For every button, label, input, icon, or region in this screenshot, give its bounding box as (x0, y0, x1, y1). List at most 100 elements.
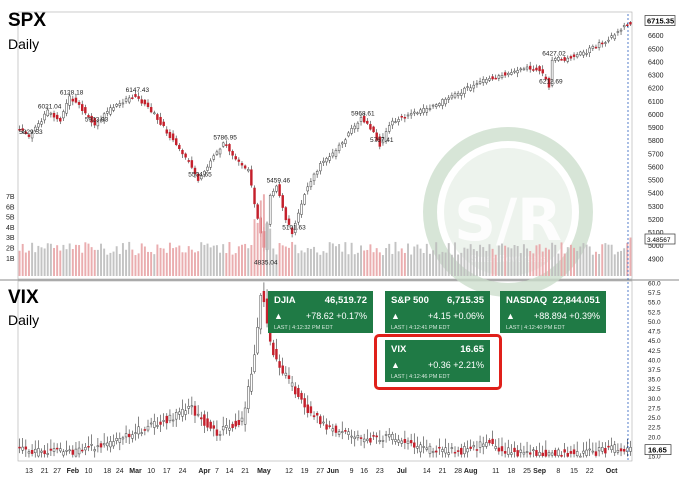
volume-tick: 3B (6, 235, 15, 242)
spx-candle-body (146, 102, 150, 108)
vix-candle-body (52, 448, 56, 452)
volume-bar (118, 253, 121, 276)
spx-candle-body (319, 163, 322, 172)
vix-candle-body (43, 450, 46, 455)
vix-candle-body (181, 409, 184, 417)
spx-price-annotation: 5101.63 (282, 224, 306, 231)
spx-candle-body (444, 98, 447, 105)
vix-time: LAST | 4:12:46 PM EDT (391, 374, 450, 380)
volume-bar (504, 245, 507, 276)
vix-y-tick: 52.5 (648, 309, 661, 316)
vix-candle-body (112, 441, 115, 447)
vix-candle-body (215, 429, 219, 436)
volume-bar (56, 245, 59, 276)
spx-candle-body (228, 144, 231, 152)
vix-candle-body (563, 449, 566, 453)
spx-candle-body (550, 59, 554, 86)
volume-bar (344, 242, 347, 276)
volume-tick: 2B (6, 246, 15, 253)
spx-candle-body (74, 97, 78, 103)
spx-candle-body (535, 67, 538, 71)
spx-candle-body (419, 109, 422, 114)
volume-bar (491, 248, 494, 276)
volume-bar (106, 254, 109, 276)
volume-tick: 5B (6, 215, 15, 222)
vix-candle-body (453, 451, 457, 454)
volume-bar (209, 247, 212, 276)
volume-bar (244, 243, 247, 276)
volume-bar (150, 251, 153, 276)
vix-candle-body (250, 373, 253, 392)
spx-candle-body (594, 46, 598, 49)
spx-candle-body (516, 70, 519, 74)
volume-bar (454, 242, 456, 276)
vix-candle-body (344, 430, 347, 432)
volume-bar (121, 243, 124, 276)
volume-bar (432, 250, 435, 276)
volume-bar (125, 249, 128, 276)
vix-candle-body (622, 449, 626, 452)
spx-candle-body (322, 160, 325, 163)
volume-bar (475, 251, 478, 276)
x-tick-label: 9 (350, 468, 354, 475)
volume-bar (551, 242, 554, 276)
vix-candle-body (507, 447, 510, 455)
volume-bar (585, 244, 588, 276)
vix-candle-body (616, 450, 620, 453)
spx-candle-body (563, 57, 566, 61)
spx-candle-body (168, 132, 172, 138)
volume-readout: 3.48567 (647, 237, 671, 244)
vix-candle-body (434, 450, 438, 453)
vix-candle-body (102, 443, 106, 446)
volume-bar (588, 246, 591, 276)
volume-tick: 1B (6, 256, 15, 263)
vix-candle-body (178, 411, 181, 415)
vix-candle-body (566, 453, 570, 457)
vix-candle-body (27, 451, 31, 454)
spx-candle-body (218, 148, 222, 155)
vix-candle-body (356, 435, 360, 439)
volume-bar (34, 252, 37, 276)
volume-bar (560, 242, 563, 276)
spx-y-tick: 5100 (648, 230, 664, 237)
x-tick-label: Feb (67, 468, 79, 475)
vix-candle-body (613, 444, 616, 453)
vix-candle-body (65, 449, 68, 452)
vix-candle-body (127, 433, 131, 438)
x-tick-label: 8 (556, 468, 560, 475)
vix-candle-body (109, 441, 112, 448)
volume-bar (303, 252, 306, 276)
vix-candle-body (397, 439, 400, 443)
spx-y-tick: 6400 (648, 59, 664, 66)
volume-bar (416, 244, 419, 276)
spx-candle-body (303, 194, 306, 205)
spx-y-tick: 6600 (648, 33, 664, 40)
volume-bar (331, 243, 334, 276)
volume-bar (501, 243, 503, 276)
watermark-ring (423, 127, 593, 297)
spx-candle-body (391, 120, 394, 126)
volume-bar (419, 248, 422, 276)
volume-bar (247, 248, 250, 276)
spx-candle-body (143, 99, 147, 105)
spx-candle-body (153, 112, 156, 115)
spx-y-tick: 5900 (648, 125, 664, 132)
volume-bar (463, 247, 466, 276)
vix-candle-body (115, 438, 118, 441)
watermark-text: S/R (454, 186, 562, 254)
vix-candle-body (77, 447, 81, 455)
spx-candle-body (591, 45, 595, 49)
vix-candle-body (262, 291, 266, 303)
volume-bar (131, 249, 134, 276)
volume-bar (400, 248, 403, 276)
volume-bar (109, 252, 112, 276)
spx-candle-body (328, 156, 331, 161)
spx-candle-body (52, 112, 56, 118)
x-tick-label: 11 (492, 468, 499, 475)
vix-candle-body (428, 445, 432, 454)
x-tick-label: 19 (301, 468, 309, 475)
spx-candle-body (610, 35, 613, 38)
volume-bar (554, 244, 557, 276)
volume-bar (544, 247, 547, 276)
vix-candle-body (347, 431, 350, 435)
